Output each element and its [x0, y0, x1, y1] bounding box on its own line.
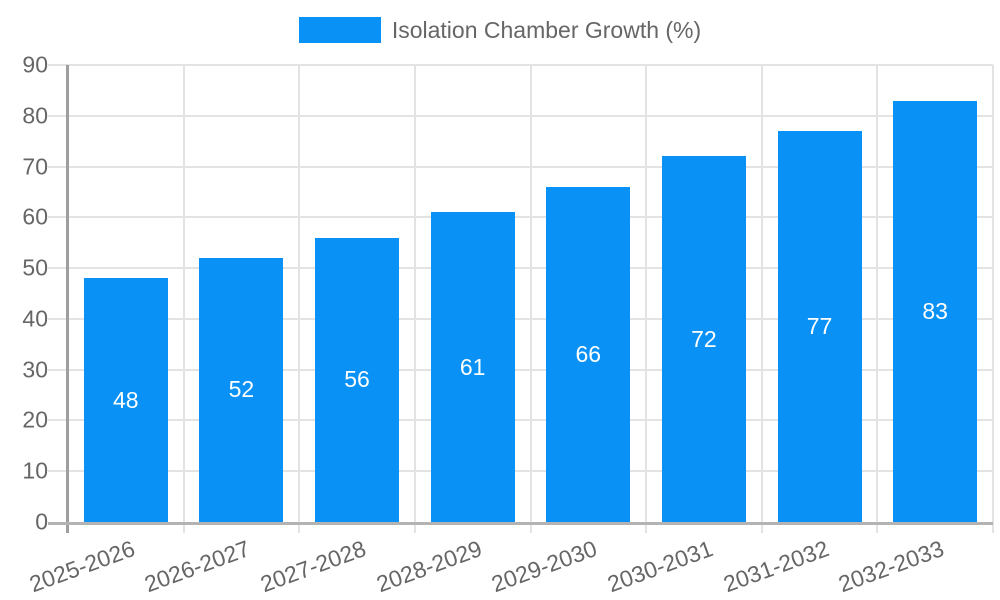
gridline-horizontal [48, 419, 993, 422]
gridline-horizontal [48, 267, 993, 270]
gridline-vertical [992, 65, 994, 533]
gridline-horizontal [48, 165, 993, 168]
gridline-vertical [645, 65, 648, 533]
bar-2028-2029[interactable]: 61 [430, 212, 515, 522]
bar-2030-2031[interactable]: 72 [661, 156, 746, 522]
bar-2027-2028[interactable]: 56 [315, 237, 400, 522]
legend-swatch [298, 17, 381, 43]
y-axis-line [66, 65, 69, 533]
x-tick-label: 2028-2029 [372, 535, 485, 598]
bar-value-label: 83 [922, 297, 948, 324]
gridline-vertical [529, 65, 532, 533]
bar-value-label: 66 [575, 340, 602, 367]
y-tick-label: 90 [22, 51, 48, 78]
gridline-horizontal [48, 368, 993, 371]
bar-2031-2032[interactable]: 77 [777, 131, 862, 522]
gridline-vertical [298, 65, 301, 533]
legend-label: Isolation Chamber Growth (%) [391, 17, 702, 43]
x-tick-label: 2027-2028 [257, 535, 370, 598]
bar-2032-2033[interactable]: 83 [893, 100, 978, 522]
plot-area: 48 52 56 61 66 72 77 83 [48, 64, 994, 533]
y-tick-label: 30 [22, 356, 48, 383]
bar-value-label: 52 [228, 376, 255, 403]
bar-2025-2026[interactable]: 48 [83, 278, 168, 522]
y-tick-label: 20 [22, 406, 48, 433]
legend: Isolation Chamber Growth (%) [0, 17, 1000, 43]
bar-value-label: 72 [691, 325, 717, 352]
y-tick-label: 10 [22, 457, 48, 484]
gridline-horizontal [48, 470, 993, 473]
x-tick-label: 2029-2030 [488, 535, 601, 598]
gridline-horizontal [48, 64, 993, 66]
x-axis-line [48, 522, 993, 525]
gridline-vertical [760, 65, 763, 533]
bar-value-label: 56 [344, 366, 370, 393]
y-tick-label: 0 [35, 508, 48, 535]
legend-item[interactable]: Isolation Chamber Growth (%) [298, 17, 702, 43]
gridline-horizontal [48, 216, 993, 219]
x-tick-label: 2032-2033 [835, 535, 948, 598]
bar-value-label: 77 [806, 312, 833, 339]
gridline-vertical [413, 65, 416, 533]
y-tick-label: 80 [22, 102, 48, 129]
gridline-horizontal [48, 317, 993, 320]
y-tick-label: 40 [22, 305, 48, 332]
bar-value-label: 61 [459, 353, 486, 380]
bar-2026-2027[interactable]: 52 [199, 257, 284, 522]
gridline-vertical [876, 65, 879, 533]
x-tick-label: 2026-2027 [141, 535, 254, 598]
gridline-vertical [182, 65, 185, 533]
y-tick-label: 70 [22, 153, 48, 180]
x-tick-label: 2025-2026 [25, 535, 139, 598]
y-tick-label: 60 [22, 203, 48, 230]
bar-value-label: 48 [113, 386, 139, 413]
bar-2029-2030[interactable]: 66 [546, 186, 631, 522]
x-tick-label: 2031-2032 [719, 535, 832, 598]
gridline-horizontal [48, 114, 993, 117]
y-tick-label: 50 [22, 254, 48, 281]
x-tick-label: 2030-2031 [603, 535, 717, 598]
